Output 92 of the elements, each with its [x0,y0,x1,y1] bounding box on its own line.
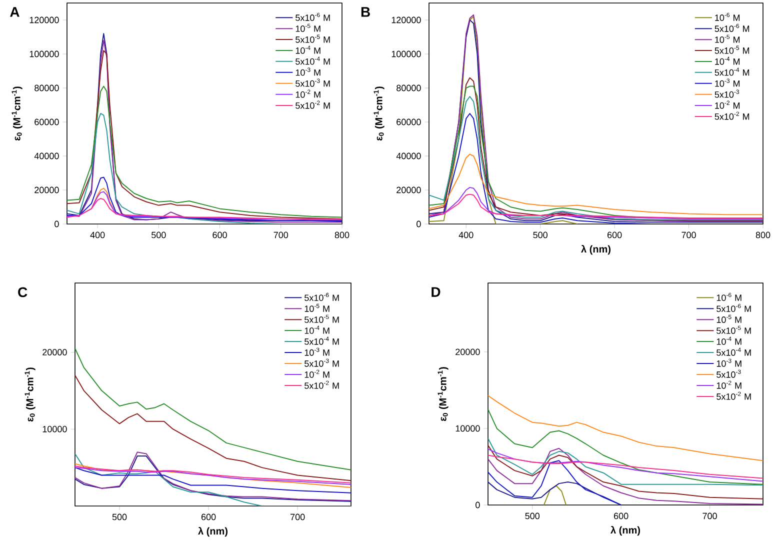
legend-label: 5x10$^{-5}$ M [716,326,751,334]
legend-label: 5x10$^{-2}$ M [304,380,339,389]
y-tick-label: 20000 [34,186,59,194]
legend-label: 10$^{-2}$ M [715,100,740,109]
y-axis-title: ε$_{0}$ (M$^{-1}$cm$^{-1}$) [24,368,36,422]
line-series [488,395,764,462]
x-tick-label: 600 [212,232,227,238]
chart-title: B [361,7,370,17]
line-series [488,482,622,505]
legend-label: 5x10$^{-3}$ M [304,358,339,367]
y-tick-label: 10000 [42,426,67,432]
chart-title: D [432,287,440,297]
legend-label: 5x10$^{-2}$ M [714,112,750,120]
legend-label: 5x10$^{-6}$ M [304,292,339,301]
legend-label: 5x10$^{-4}$ M [714,68,750,76]
x-tick-label: 500 [525,512,540,520]
legend-label: 10$^{-6}$ M [716,292,742,301]
y-tick-label: 120000 [30,16,59,24]
legend-label: 5x10$^{-4}$ M [296,56,330,65]
x-tick-label: 700 [274,232,288,238]
x-tick-label: 600 [614,512,628,520]
legend-label: 5x10$^{-4}$ M [304,336,339,345]
y-tick-label: 120000 [392,16,421,24]
legend-label: 10$^{-3}$ M [304,348,330,356]
legend-label: 5x10$^{-6}$ M [296,12,330,21]
legend-label: 10$^{-3}$ M [715,78,740,87]
legend-label: 5x10$^{-5}$ M [296,34,330,43]
legend-label: 10$^{-3}$ M [716,358,742,367]
x-tick-label: 800 [756,232,770,238]
legend-label: 10$^{-4}$ M [296,46,320,54]
legend-label: 10$^{-4}$ M [715,56,740,65]
y-tick-label: 40000 [34,152,59,160]
legend-label: 5x10$^{-3}$ [716,370,741,378]
y-axis-title: ε$_{0}$ (M$^{-1}$cm$^{-1}$) [12,86,22,141]
line-series [543,485,567,505]
y-tick-label: 40000 [396,152,421,160]
x-tick-label: 500 [533,232,548,238]
legend-label: 5x10$^{-6}$ M [716,304,751,312]
x-tick-label: 400 [90,232,105,238]
y-tick-label: 80000 [396,84,421,92]
x-axis-title: λ (nm) [581,245,610,255]
line-series [429,154,764,216]
x-axis-title: λ (nm) [198,527,228,537]
x-tick-label: 500 [152,232,166,238]
x-axis-title: λ (nm) [610,526,640,536]
y-axis-title: ε$_{0}$ (M$^{-1}$cm$^{-1}$) [438,367,448,422]
line-series [67,86,342,218]
x-tick-label: 600 [608,232,622,238]
x-tick-label: 700 [290,514,305,520]
x-tick-label: 400 [458,232,474,238]
legend-label: 10$^{-2}$ M [304,370,330,378]
line-series [75,348,351,470]
x-tick-label: 700 [702,512,717,520]
legend-label: 5x10$^{-3}$ [714,90,740,98]
y-tick-label: 60000 [396,118,421,126]
legend-label: 5x10$^{-4}$ M [716,348,751,356]
y-tick-label: 0 [416,220,421,228]
legend-label: 5x10$^{-3}$ M [296,78,330,87]
legend-label: 10$^{-5}$ M [296,24,320,32]
x-tick-label: 700 [682,232,696,238]
legend-label: 10$^{-2}$ M [296,90,320,98]
legend-label: 10$^{-5}$ M [715,34,740,43]
y-tick-label: 20000 [42,349,67,356]
legend-label: 10$^{-4}$ M [304,326,330,334]
y-tick-label: 100000 [30,50,59,58]
y-tick-label: 10000 [456,425,480,432]
legend-label: 5x10$^{-5}$ M [304,314,339,323]
y-tick-label: 100000 [392,50,421,58]
line-series [488,454,764,479]
y-tick-label: 20000 [456,348,480,356]
legend-label: 5x10$^{-2}$ M [716,392,751,400]
y-tick-label: 0 [54,220,59,228]
y-tick-label: 60000 [34,118,59,126]
chart-title: A [10,7,20,17]
legend-label: 10$^{-5}$ M [304,304,330,312]
legend-label: 5x10$^{-2}$ M [296,100,330,109]
y-tick-label: 80000 [34,84,59,92]
x-tick-label: 800 [334,232,350,238]
y-axis-title: ε$_{0}$ (M$^{-1}$cm$^{-1}$) [374,86,384,141]
legend-label: 10$^{-6}$ M [715,12,740,21]
legend-label: 10$^{-4}$ M [716,336,742,345]
legend-label: 10$^{-5}$ M [716,314,742,323]
legend-label: 5x10$^{-5}$ M [714,46,750,54]
legend-label: 5x10$^{-6}$ M [714,24,750,32]
y-tick-label: 0 [476,502,480,508]
line-series [90,188,116,214]
chart-title: C [18,287,28,298]
y-tick-label: 20000 [396,186,421,194]
x-tick-label: 500 [112,514,127,520]
legend-label: 10$^{-3}$ M [296,68,320,76]
x-tick-label: 600 [201,514,216,520]
legend-label: 10$^{-2}$ M [716,380,742,389]
